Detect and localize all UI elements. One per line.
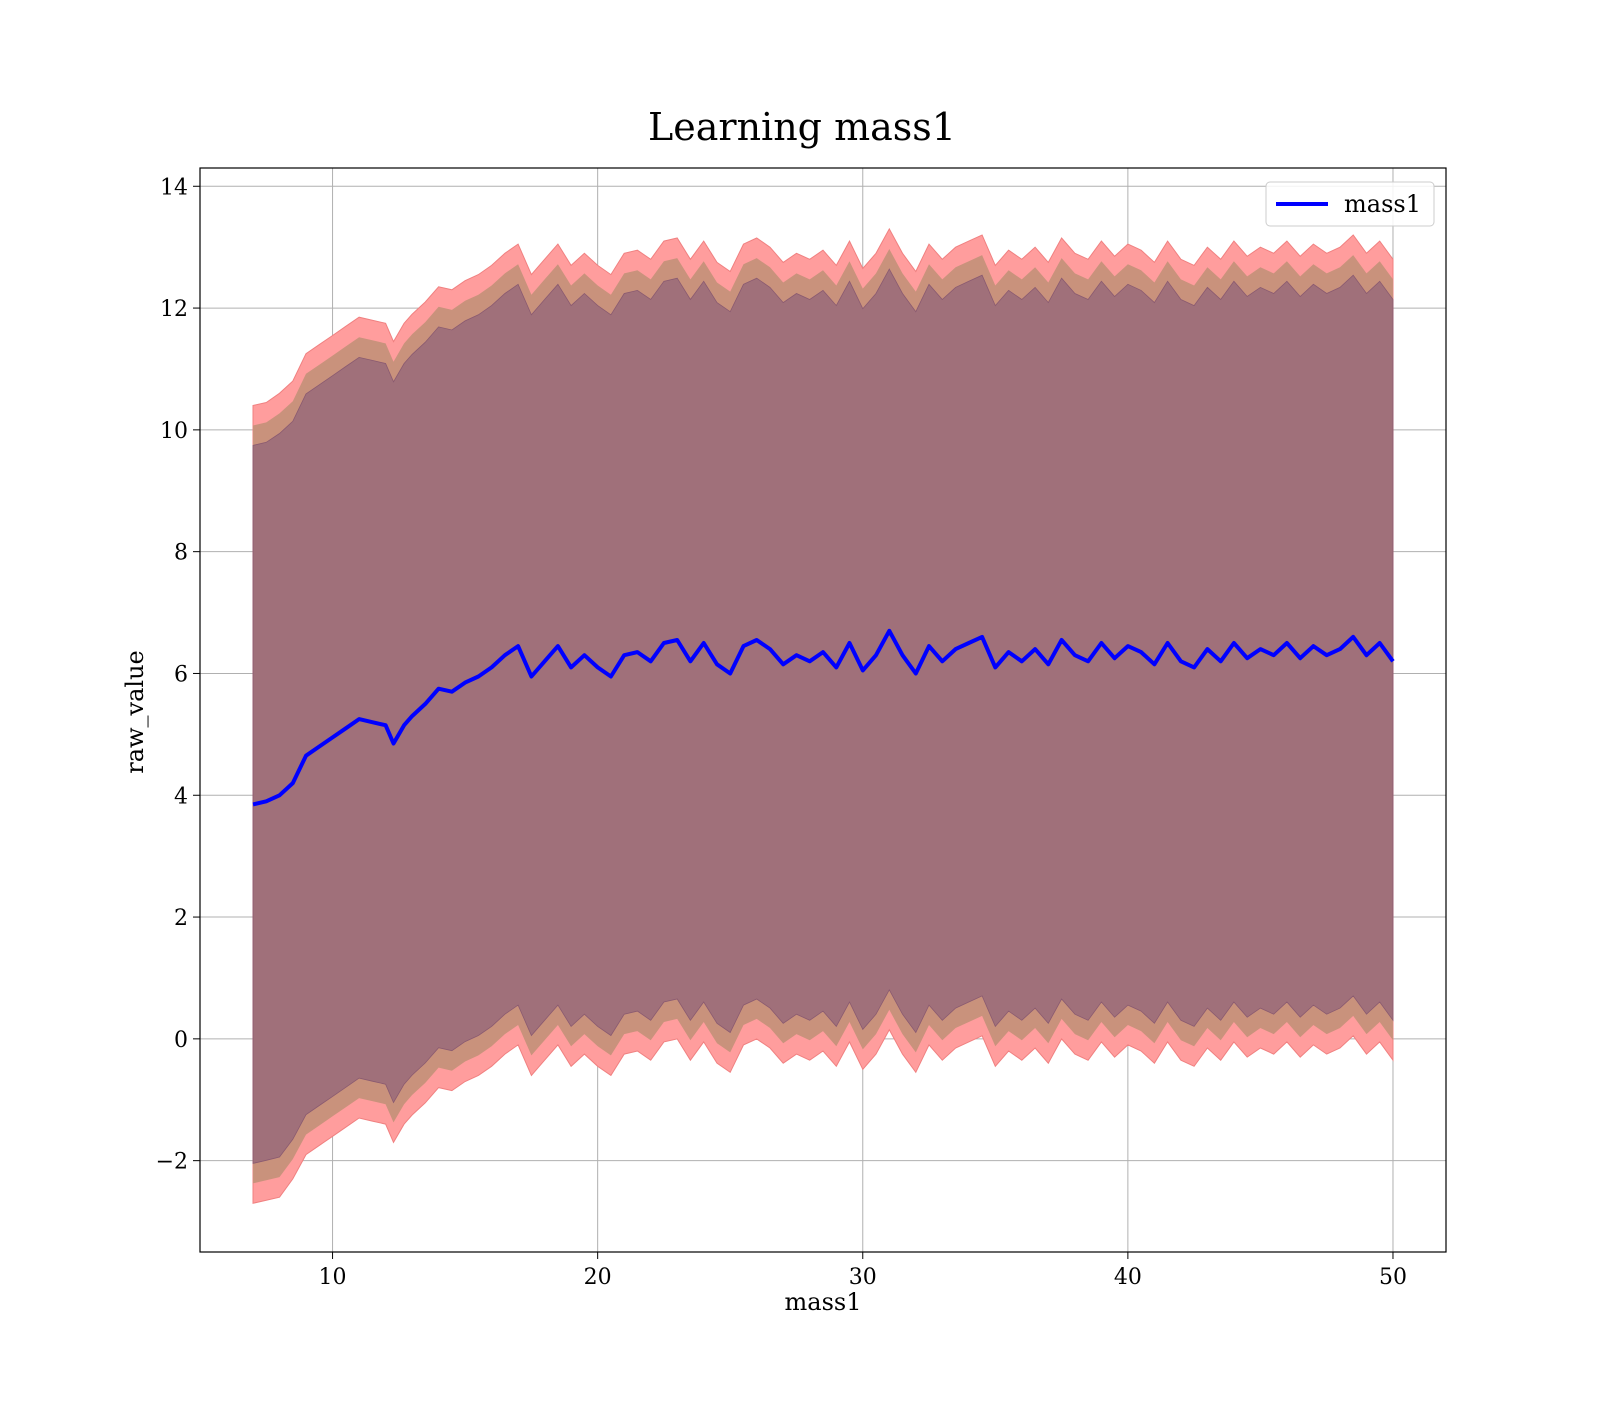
y-tick-label: 4 <box>174 784 188 809</box>
inner-confidence-band <box>252 268 1394 1164</box>
y-tick-label: 0 <box>174 1028 188 1053</box>
x-tick-label: 20 <box>584 1265 612 1290</box>
legend: mass1 <box>1265 181 1435 227</box>
legend-entry-mass1: mass1 <box>1344 190 1421 218</box>
chart-title: Learning mass1 <box>648 105 956 149</box>
x-tick-label: 10 <box>319 1265 347 1290</box>
x-axis-label: mass1 <box>785 1288 862 1316</box>
y-tick-label: 6 <box>174 662 188 687</box>
confidence-bands <box>252 227 1394 1204</box>
x-axis-ticks: 10 20 30 40 50 <box>319 1252 1407 1290</box>
y-tick-label: 10 <box>160 419 188 444</box>
y-axis-ticks: −2 0 2 4 6 8 10 12 14 <box>156 175 200 1175</box>
x-tick-label: 40 <box>1114 1265 1142 1290</box>
series-layer <box>252 628 1395 807</box>
y-tick-label: 12 <box>160 297 188 322</box>
x-tick-label: 50 <box>1379 1265 1407 1290</box>
y-tick-label: 8 <box>174 541 188 566</box>
y-tick-label: 14 <box>160 175 188 200</box>
x-tick-label: 30 <box>849 1265 877 1290</box>
plot-frame <box>199 167 1447 1253</box>
y-axis-label: raw_value <box>121 650 149 774</box>
y-tick-label: −2 <box>156 1150 188 1175</box>
series-line-mass1 <box>252 628 1395 807</box>
y-tick-label: 2 <box>174 906 188 931</box>
legend-box <box>1265 181 1435 227</box>
